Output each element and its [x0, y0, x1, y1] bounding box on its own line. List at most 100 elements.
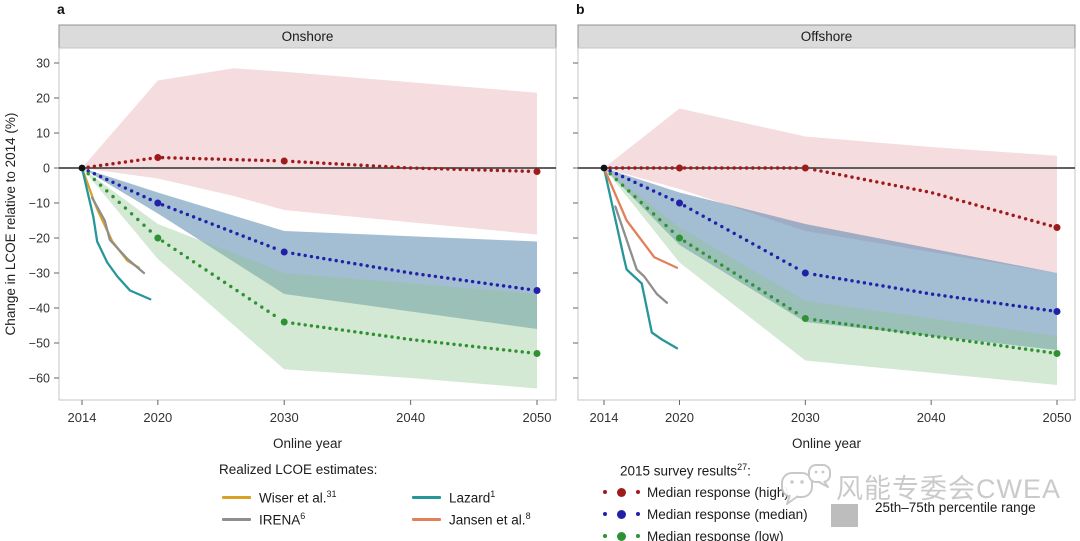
median-dot [160, 155, 165, 160]
panel-b-title: Offshore [801, 29, 853, 44]
x-tick-label: 2050 [1043, 410, 1072, 425]
median-dot [763, 248, 767, 253]
panel-b-plot-border [577, 47, 1076, 401]
median-dot [943, 194, 947, 199]
median-dot [918, 332, 922, 337]
x-tick-label: 2020 [665, 410, 694, 425]
median-dot [384, 267, 388, 271]
median-dot [458, 167, 462, 172]
median-dot [353, 330, 357, 334]
median-dot [216, 224, 221, 229]
median-dot [303, 323, 307, 327]
median-dot [464, 167, 469, 172]
median-dot [769, 166, 774, 170]
median-dot [501, 348, 506, 352]
median-dot [974, 340, 978, 344]
median-dot [105, 177, 109, 182]
median-dot [757, 245, 761, 249]
median-dot [198, 156, 202, 161]
median-dot [346, 260, 351, 265]
median-dot [1048, 308, 1053, 313]
legend-label-median-high: Median response (high) [647, 484, 789, 500]
median-dot [720, 224, 724, 229]
median-dot [241, 234, 245, 238]
irena-line-swatch [222, 517, 251, 521]
median-dot [303, 160, 307, 164]
median-dot [477, 280, 481, 285]
y-tick-label: 0 [43, 162, 50, 176]
median-dot [980, 204, 984, 209]
median-dot [707, 166, 712, 170]
wiser-line-swatch [222, 495, 251, 499]
median-dot [322, 256, 326, 261]
median-dot [862, 281, 867, 285]
median-dot [260, 305, 264, 309]
xlabel-b: Online year [792, 436, 862, 451]
median-dot [751, 242, 755, 246]
percentile-range-label: 25th–75th percentile range [875, 500, 1036, 515]
median-dot [396, 165, 400, 170]
median-dot [514, 285, 518, 290]
median-dot [123, 186, 128, 190]
median-dot [235, 157, 239, 162]
median-dot [359, 163, 363, 167]
median-dot [689, 243, 693, 247]
median-dot [396, 269, 400, 273]
median-dot [825, 319, 829, 324]
median-dot [1011, 345, 1015, 350]
legend-label-irena: IRENA6 [259, 510, 306, 528]
median-dot [222, 227, 227, 231]
median-marker-2050 [1053, 350, 1061, 357]
median-dot [732, 166, 736, 170]
median-dot [489, 346, 493, 351]
median-dot [105, 162, 109, 167]
median-dot [377, 266, 382, 270]
median-dot [1023, 347, 1028, 351]
median-dot [489, 168, 493, 172]
median-dot [726, 267, 730, 271]
median-dot [1030, 348, 1034, 352]
median-dot [142, 194, 146, 199]
median-dot [627, 177, 631, 182]
lazard-line-swatch [412, 495, 441, 499]
median-dot [850, 323, 854, 327]
median-dot [408, 271, 413, 275]
median-dot [788, 262, 792, 267]
median-dot [346, 162, 351, 167]
median-dot [633, 195, 637, 199]
median-dot [831, 171, 836, 176]
percentile-range-swatch [831, 504, 858, 527]
median-dot [645, 166, 650, 170]
median-dot [757, 287, 761, 291]
median-dot [235, 288, 239, 293]
median-dot [738, 166, 743, 170]
y-tick-label: −10 [29, 197, 50, 211]
median-dot [689, 207, 693, 211]
median-dot [664, 166, 668, 170]
median-dot [1036, 220, 1040, 224]
median-dot [1005, 344, 1009, 349]
legend-dot [636, 490, 640, 494]
median-low-dot-swatch [603, 531, 640, 541]
median-dot [980, 299, 984, 303]
panel-a-letter: a [57, 1, 65, 17]
median-dot [216, 157, 221, 161]
median-dot [309, 324, 314, 328]
median-dot [446, 276, 450, 280]
median-marker-2050 [1053, 224, 1061, 231]
median-dot [918, 290, 922, 294]
median-dot [309, 160, 314, 165]
median-dot [937, 335, 941, 339]
band-low-25th-75th-percentile [604, 168, 1057, 385]
median-dot [483, 281, 487, 285]
legend-dot [617, 531, 626, 541]
median-dot [1023, 217, 1028, 221]
median-dot [117, 200, 121, 205]
median-marker-2030 [801, 269, 809, 277]
median-dot [346, 329, 351, 333]
median-dot [167, 156, 171, 160]
panel-b-letter: b [576, 1, 585, 17]
median-dot [670, 166, 674, 170]
median-dot [297, 252, 301, 257]
median-dot [92, 172, 97, 176]
